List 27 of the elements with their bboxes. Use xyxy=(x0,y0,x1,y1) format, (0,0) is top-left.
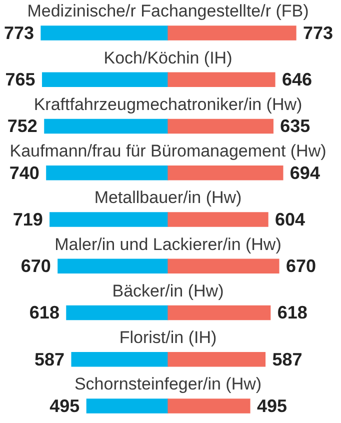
data-label: 587 xyxy=(272,349,302,370)
data-label: 694 xyxy=(290,162,320,183)
y-tick-label: Florist/in (IH) xyxy=(119,328,217,348)
data-label: 719 xyxy=(12,209,43,230)
y-tick-label: Koch/Köchin (IH) xyxy=(104,48,232,68)
y-tick-label: Maler/in und Lackierer/in (Hw) xyxy=(54,234,282,254)
data-label: 740 xyxy=(9,162,40,183)
data-label: 495 xyxy=(50,396,80,416)
data-label: 773 xyxy=(4,22,34,43)
data-label: 670 xyxy=(20,256,51,276)
data-label: 604 xyxy=(275,209,306,230)
data-label: 646 xyxy=(282,70,312,90)
data-label: 495 xyxy=(256,396,288,416)
y-tick-label: Medizinische/r Fachangestellte/r (FB) xyxy=(27,2,309,21)
data-label: 587 xyxy=(34,349,65,370)
y-tick-label: Kaufmann/frau für Büromanagement (Hw) xyxy=(10,142,326,161)
y-tick-label: Kraftfahrzeugmechatroniker/in (Hw) xyxy=(34,94,302,114)
y-tick-label: Metallbauer/in (Hw) xyxy=(94,188,242,208)
data-label: 765 xyxy=(5,70,36,90)
data-label: 752 xyxy=(7,116,38,136)
y-tick-label: Bäcker/in (Hw) xyxy=(112,281,224,300)
data-label: 618 xyxy=(29,302,60,323)
data-label: 618 xyxy=(277,302,308,323)
data-label: 670 xyxy=(286,256,316,276)
data-label: 773 xyxy=(303,22,334,43)
data-label: 635 xyxy=(280,116,310,136)
y-tick-label: Schornsteinfeger/in (Hw) xyxy=(74,374,262,394)
